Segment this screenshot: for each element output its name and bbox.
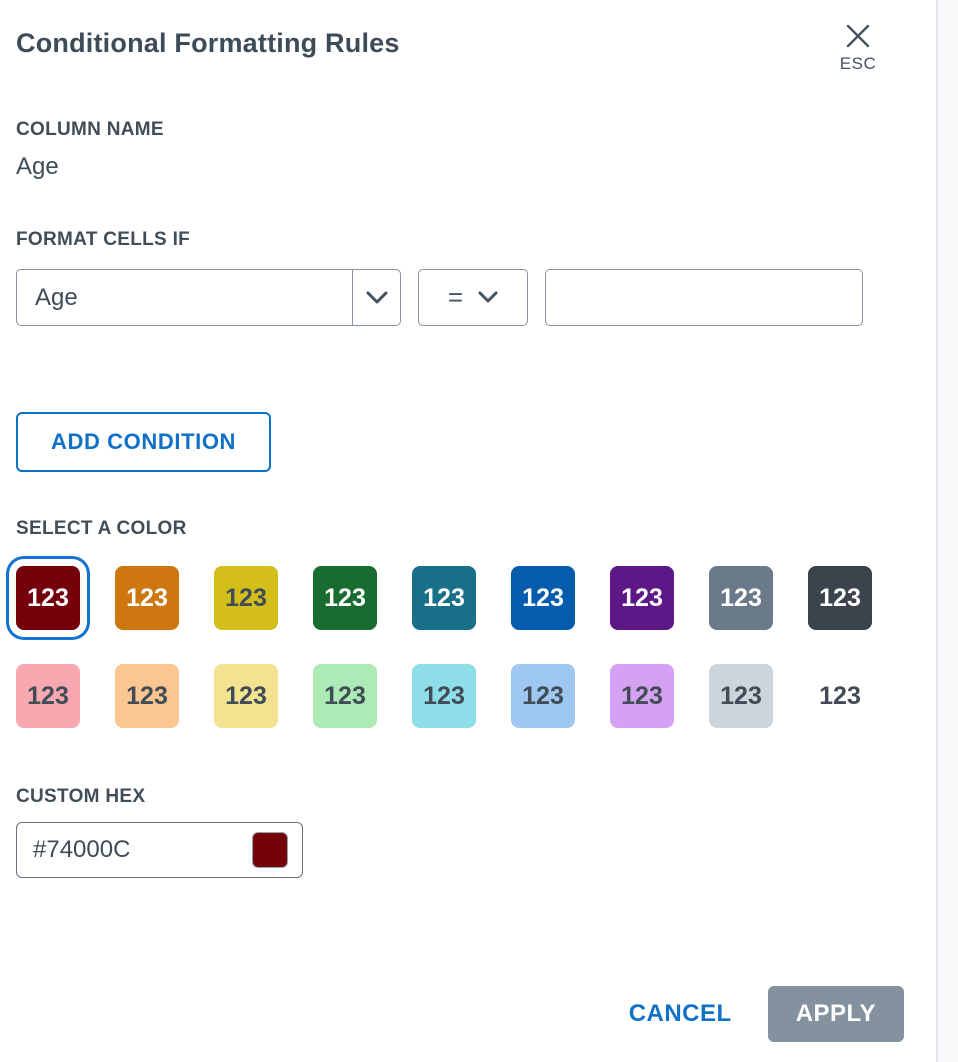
- add-condition-button[interactable]: ADD CONDITION: [16, 412, 272, 472]
- color-swatch[interactable]: 123: [511, 566, 575, 630]
- custom-hex-label: CUSTOM HEX: [16, 786, 146, 807]
- color-swatch[interactable]: 123: [214, 664, 278, 728]
- color-swatch[interactable]: 123: [16, 566, 80, 630]
- apply-button[interactable]: APPLY: [767, 986, 904, 1042]
- column-name-label: COLUMN NAME: [16, 119, 164, 140]
- color-swatch-row-1: 123 123 123 123 123 123 123 123 123: [16, 566, 936, 630]
- color-swatch[interactable]: 123: [610, 664, 674, 728]
- condition-value-input[interactable]: [545, 269, 863, 326]
- condition-column-select[interactable]: Age: [16, 269, 401, 326]
- page-background-gutter: [938, 0, 958, 1062]
- custom-hex-color-preview: [252, 832, 288, 868]
- color-swatch[interactable]: 123: [115, 566, 179, 630]
- condition-controls-row: Age =: [16, 269, 936, 326]
- close-icon: [846, 24, 870, 48]
- condition-operator-value: =: [447, 282, 464, 312]
- esc-label: ESC: [839, 54, 877, 73]
- condition-column-select-chevron-segment[interactable]: [352, 270, 400, 325]
- condition-operator-select[interactable]: =: [418, 269, 528, 326]
- panel-header: Conditional Formatting Rules ESC: [16, 24, 936, 73]
- color-swatch[interactable]: 123: [115, 664, 179, 728]
- cancel-button[interactable]: CANCEL: [628, 1000, 732, 1027]
- column-name-value: Age: [16, 153, 59, 180]
- panel-title: Conditional Formatting Rules: [16, 28, 400, 58]
- color-swatch-none[interactable]: 123: [819, 681, 861, 710]
- color-swatch-row-2: 123 123 123 123 123 123 123 123 123: [16, 664, 936, 728]
- color-swatch[interactable]: 123: [214, 566, 278, 630]
- color-swatch[interactable]: 123: [412, 664, 476, 728]
- color-swatch[interactable]: 123: [808, 566, 872, 630]
- select-a-color-label: SELECT A COLOR: [16, 518, 187, 539]
- custom-hex-input[interactable]: [17, 836, 223, 864]
- color-swatch[interactable]: 123: [16, 664, 80, 728]
- color-swatch[interactable]: 123: [610, 566, 674, 630]
- chevron-down-icon: [478, 291, 498, 303]
- custom-hex-input-wrap: [16, 822, 303, 878]
- color-swatch[interactable]: 123: [313, 566, 377, 630]
- condition-column-select-value: Age: [35, 283, 78, 311]
- close-button[interactable]: ESC: [836, 20, 880, 74]
- color-swatch[interactable]: 123: [709, 566, 773, 630]
- color-swatch[interactable]: 123: [412, 566, 476, 630]
- footer-actions: CANCEL APPLY: [629, 986, 904, 1042]
- color-swatch[interactable]: 123: [709, 664, 773, 728]
- format-cells-if-label: FORMAT CELLS IF: [16, 229, 191, 250]
- chevron-down-icon: [366, 291, 387, 303]
- conditional-formatting-panel: Conditional Formatting Rules ESC COLUMN …: [16, 0, 938, 1062]
- color-swatch[interactable]: 123: [313, 664, 377, 728]
- color-swatch[interactable]: 123: [511, 664, 575, 728]
